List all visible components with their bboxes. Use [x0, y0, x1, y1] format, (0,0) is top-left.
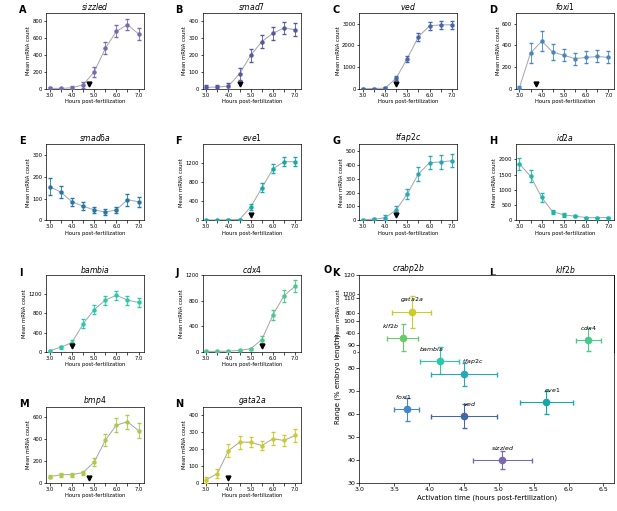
Text: $\it{eve1}$: $\it{eve1}$ [544, 386, 560, 394]
Text: E: E [19, 136, 25, 147]
Y-axis label: Mean mRNA count: Mean mRNA count [183, 421, 188, 469]
Title: $\it{sizzled}$: $\it{sizzled}$ [81, 1, 109, 12]
Y-axis label: Mean mRNA count: Mean mRNA count [26, 421, 31, 469]
Y-axis label: Mean mRNA count: Mean mRNA count [26, 158, 31, 206]
Title: $\it{id2a}$: $\it{id2a}$ [556, 132, 574, 143]
X-axis label: Hours post-fertilization: Hours post-fertilization [222, 362, 282, 367]
X-axis label: Hours post-fertilization: Hours post-fertilization [378, 362, 439, 367]
Text: K: K [332, 268, 339, 277]
X-axis label: Hours post-fertilization: Hours post-fertilization [378, 230, 439, 236]
X-axis label: Hours post-fertilization: Hours post-fertilization [65, 493, 125, 498]
Y-axis label: Mean mRNA count: Mean mRNA count [336, 289, 341, 338]
Title: $\it{crabp2b}$: $\it{crabp2b}$ [392, 262, 425, 275]
Title: $\it{smad7}$: $\it{smad7}$ [238, 1, 265, 12]
Title: $\it{ved}$: $\it{ved}$ [400, 1, 416, 12]
Text: A: A [19, 5, 27, 15]
Y-axis label: Mean mRNA count: Mean mRNA count [336, 27, 341, 75]
Text: F: F [175, 136, 182, 147]
Text: N: N [175, 399, 184, 409]
Text: $\it{cdx4}$: $\it{cdx4}$ [580, 324, 597, 332]
Y-axis label: Mean mRNA count: Mean mRNA count [495, 27, 500, 75]
Title: $\it{gata2a}$: $\it{gata2a}$ [238, 393, 266, 407]
Y-axis label: Mean mRNA count: Mean mRNA count [179, 289, 184, 338]
X-axis label: Hours post-fertilization: Hours post-fertilization [222, 230, 282, 236]
Title: $\it{bmp4}$: $\it{bmp4}$ [83, 393, 107, 407]
X-axis label: Hours post-fertilization: Hours post-fertilization [535, 99, 595, 104]
Text: G: G [332, 136, 340, 147]
Text: $\it{bambia}$: $\it{bambia}$ [419, 344, 444, 353]
X-axis label: Hours post-fertilization: Hours post-fertilization [535, 362, 595, 367]
Text: M: M [19, 399, 28, 409]
Y-axis label: Mean mRNA count: Mean mRNA count [183, 27, 188, 75]
Title: $\it{tfap2c}$: $\it{tfap2c}$ [395, 131, 421, 144]
Y-axis label: Mean mRNA count: Mean mRNA count [179, 158, 184, 206]
Y-axis label: Mean mRNA count: Mean mRNA count [339, 158, 344, 206]
Title: $\it{cdx4}$: $\it{cdx4}$ [242, 264, 262, 274]
Y-axis label: Mean mRNA count: Mean mRNA count [22, 289, 28, 338]
Text: C: C [332, 5, 339, 15]
X-axis label: Hours post-fertilization: Hours post-fertilization [378, 99, 439, 104]
Title: $\it{eve1}$: $\it{eve1}$ [242, 132, 262, 143]
Y-axis label: Mean mRNA count: Mean mRNA count [492, 158, 497, 206]
Text: D: D [489, 5, 497, 15]
X-axis label: Hours post-fertilization: Hours post-fertilization [222, 99, 282, 104]
X-axis label: Hours post-fertilization: Hours post-fertilization [535, 230, 595, 236]
Title: $\it{foxi1}$: $\it{foxi1}$ [555, 1, 575, 12]
Title: $\it{smad6a}$: $\it{smad6a}$ [79, 132, 111, 143]
Y-axis label: Mean mRNA count: Mean mRNA count [492, 289, 497, 338]
X-axis label: Hours post-fertilization: Hours post-fertilization [65, 362, 125, 367]
Text: O: O [324, 265, 332, 275]
Y-axis label: Mean mRNA count: Mean mRNA count [26, 27, 31, 75]
X-axis label: Hours post-fertilization: Hours post-fertilization [222, 493, 282, 498]
Text: $\it{ved}$: $\it{ved}$ [463, 400, 476, 408]
Text: H: H [489, 136, 497, 147]
Text: $\it{sizzled}$: $\it{sizzled}$ [491, 444, 514, 452]
Text: J: J [175, 268, 179, 277]
Text: $\it{tfap2c}$: $\it{tfap2c}$ [462, 357, 483, 366]
Text: $\it{foxi1}$: $\it{foxi1}$ [395, 393, 412, 401]
Text: $\it{klf2b}$: $\it{klf2b}$ [381, 321, 399, 330]
X-axis label: Hours post-fertilization: Hours post-fertilization [65, 99, 125, 104]
X-axis label: Activation time (hours post-fertilization): Activation time (hours post-fertilizatio… [416, 495, 557, 501]
Text: $\it{gata2a}$: $\it{gata2a}$ [400, 295, 423, 304]
X-axis label: Hours post-fertilization: Hours post-fertilization [65, 230, 125, 236]
Title: $\it{klf2b}$: $\it{klf2b}$ [555, 264, 575, 274]
Text: L: L [489, 268, 495, 277]
Y-axis label: Range (% embryo length): Range (% embryo length) [334, 334, 341, 424]
Title: $\it{bambia}$: $\it{bambia}$ [80, 264, 110, 274]
Text: I: I [19, 268, 22, 277]
Text: B: B [175, 5, 183, 15]
